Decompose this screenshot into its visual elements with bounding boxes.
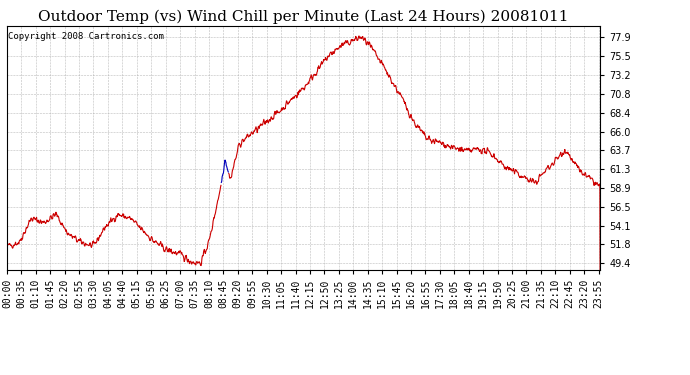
Text: Copyright 2008 Cartronics.com: Copyright 2008 Cartronics.com: [8, 32, 164, 40]
Title: Outdoor Temp (vs) Wind Chill per Minute (Last 24 Hours) 20081011: Outdoor Temp (vs) Wind Chill per Minute …: [39, 9, 569, 24]
